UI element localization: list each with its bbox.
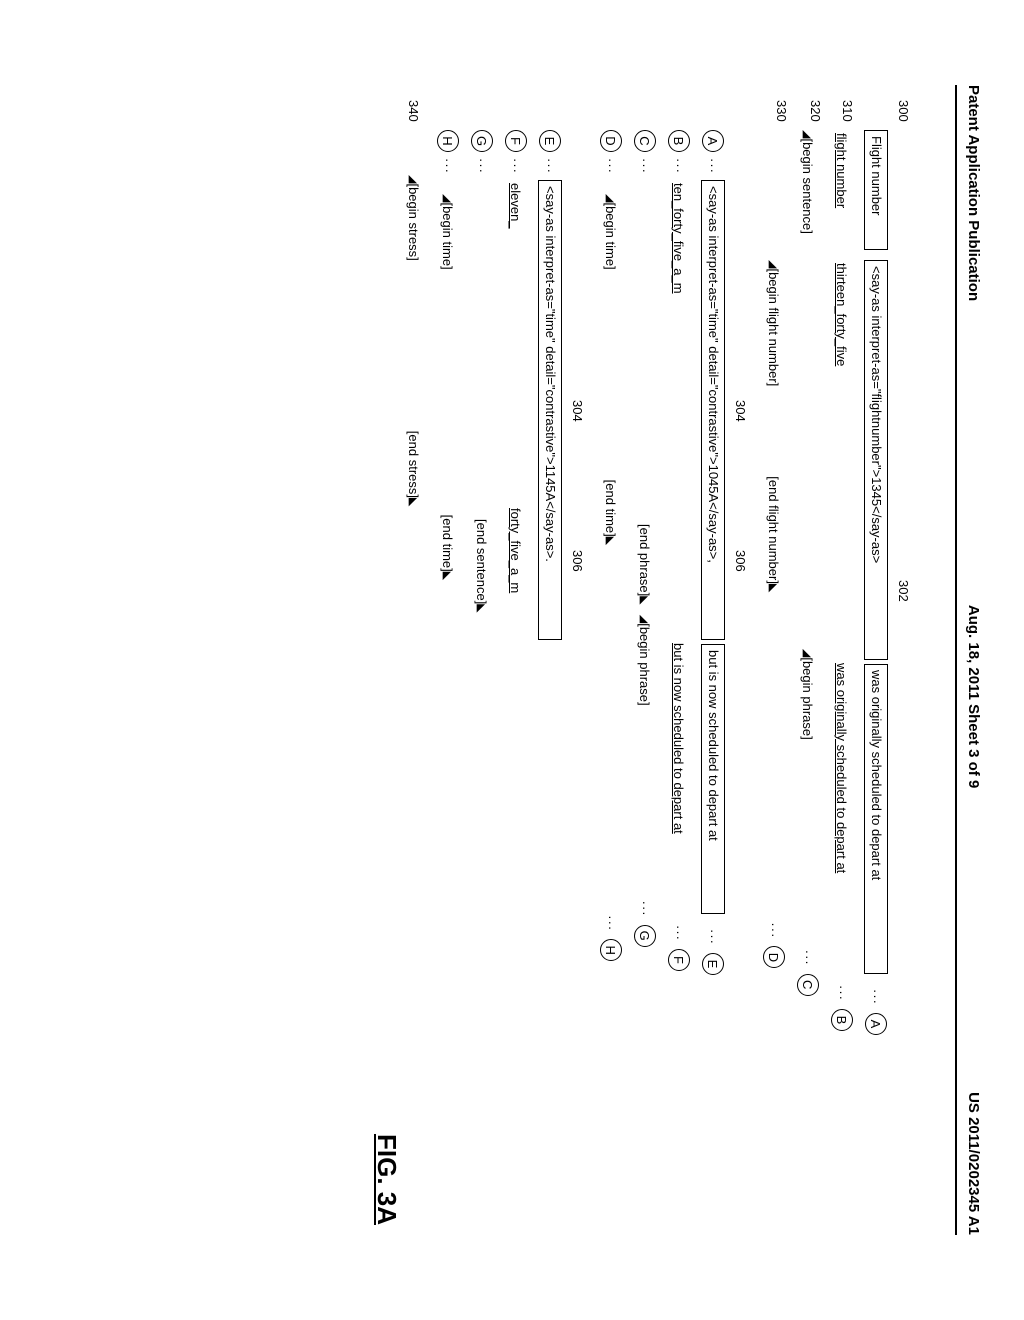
row-340: ◢ [begin stress] [end stress] ◣ xyxy=(401,130,427,1225)
circled-d-right: D xyxy=(763,946,785,968)
ul-originally-depart: was originally scheduled to depart at xyxy=(835,660,850,970)
page-header: Patent Application Publication Aug. 18, … xyxy=(965,85,982,1235)
end-phrase: [end phrase] xyxy=(638,524,653,596)
arrow-icon: ◢ xyxy=(408,175,421,183)
end-sentence: [end sentence] xyxy=(475,519,490,604)
circled-f-left: F xyxy=(505,130,527,152)
ul-forty-five-am: forty_five_a_m xyxy=(509,505,524,645)
row-300: Flight number <say-as interpret-as="flig… xyxy=(863,130,889,1225)
row-310: flight number thirteen_forty_five was or… xyxy=(829,130,855,1225)
end-stress: [end stress] xyxy=(407,431,422,498)
block-3: 304 306 E ··· <say-as interpret-as="time… xyxy=(401,130,563,1225)
circled-c-left: C xyxy=(634,130,656,152)
end-time2: [end time] xyxy=(441,515,456,572)
ul-thirteen-forty-five: thirteen_forty_five xyxy=(835,260,850,460)
cell-now-depart: but is now scheduled to depart at xyxy=(701,644,725,914)
arrow-icon: ◢ xyxy=(605,194,618,202)
row-block2-d: D ··· ◢ [begin time] [end time] ◣ ··· H xyxy=(598,130,624,1225)
row-block2-a: A ··· <say-as interpret-as="time" detail… xyxy=(700,130,726,1225)
circled-f-right: F xyxy=(668,949,690,971)
row-block2-c: C ··· [end phrase] ◣ ◢ [begin phrase] ··… xyxy=(632,130,658,1225)
row-block3-g: G ··· [end sentence] ◣ xyxy=(469,130,495,1225)
dots-c: ··· xyxy=(801,950,816,966)
ul-eleven: eleven_ xyxy=(509,180,524,270)
row-block3-e: E ··· <say-as interpret-as="time" detail… xyxy=(537,130,563,1225)
dots-left: ··· xyxy=(706,158,721,174)
row-block3-h: H ··· ◢ [begin time] [end time] ◣ xyxy=(435,130,461,1225)
figure-label: FIG. 3A xyxy=(371,1134,402,1225)
ref-320: 320 xyxy=(808,100,823,122)
circled-g-left: G xyxy=(471,130,493,152)
cell-sayas-time1045: <say-as interpret-as="time" detail="cont… xyxy=(701,180,725,640)
ref-306-a: 306 xyxy=(733,550,748,572)
cell-originally-depart: was originally scheduled to depart at xyxy=(864,664,888,974)
circled-g-right: G xyxy=(634,925,656,947)
ref-306-b: 306 xyxy=(570,550,585,572)
begin-phrase: [begin phrase] xyxy=(801,657,816,739)
figure-content: 300 302 Flight number <say-as interpret-… xyxy=(366,130,889,1225)
arrow-icon: ◣ xyxy=(442,572,455,580)
end-time: [end time] xyxy=(604,480,619,537)
block-1: Flight number <say-as interpret-as="flig… xyxy=(761,130,889,1225)
header-right: US 2011/0202345 A1 xyxy=(965,1092,982,1235)
ul-ten-forty-five: ten_forty_five_a_m xyxy=(672,180,687,360)
arrow-icon: ◣ xyxy=(605,537,618,545)
dots-b: ··· xyxy=(835,985,850,1001)
header-rule xyxy=(955,85,957,1235)
begin-sentence: [begin sentence] xyxy=(801,138,816,233)
ref-304-a: 304 xyxy=(733,400,748,422)
dots-d: ··· xyxy=(767,922,782,938)
cell-sayas-time1145: <say-as interpret-as="time" detail="cont… xyxy=(538,180,562,640)
circled-h-left: H xyxy=(437,130,459,152)
row-block3-f: F ··· eleven_ forty_five_a_m xyxy=(503,130,529,1225)
row-330: ◢ [begin flight number] [end flight numb… xyxy=(761,130,787,1225)
circled-b-left: B xyxy=(668,130,690,152)
dots-a: ··· xyxy=(869,989,884,1005)
arrow-icon: ◣ xyxy=(476,604,489,612)
block-2: 304 306 A ··· <say-as interpret-as="time… xyxy=(598,130,726,1225)
ref-302: 302 xyxy=(896,580,911,602)
circled-d-left: D xyxy=(600,130,622,152)
cell-sayas-flightnum: <say-as interpret-as="flightnumber">1345… xyxy=(864,260,888,660)
ref-330: 330 xyxy=(774,100,789,122)
begin-time: [begin time] xyxy=(604,202,619,269)
begin-stress: [begin stress] xyxy=(407,183,422,260)
header-left: Patent Application Publication xyxy=(965,85,982,301)
arrow-icon: ◣ xyxy=(768,584,781,592)
ref-310: 310 xyxy=(840,100,855,122)
arrow-icon: ◢ xyxy=(802,649,815,657)
circled-a-left: A xyxy=(702,130,724,152)
begin-phrase2: [begin phrase] xyxy=(638,623,653,705)
end-flight-number: [end flight number] xyxy=(767,476,782,584)
begin-time2: [begin time] xyxy=(441,202,456,269)
ref-300: 300 xyxy=(896,100,911,122)
circled-a-right: A xyxy=(865,1013,887,1035)
ul-flight-number: flight number xyxy=(835,130,850,250)
circled-e-right: E xyxy=(702,953,724,975)
arrow-icon: ◢ xyxy=(768,260,781,268)
arrow-icon: ◢ xyxy=(802,130,815,138)
ul-now-depart: but is now scheduled to depart at xyxy=(672,640,687,910)
row-block2-b: B ··· ten_forty_five_a_m but is now sche… xyxy=(666,130,692,1225)
begin-flight-number: [begin flight number] xyxy=(767,268,782,386)
arrow-icon: ◣ xyxy=(408,498,421,506)
arrow-icon: ◣ xyxy=(639,596,652,604)
circled-c-right: C xyxy=(797,974,819,996)
arrow-icon: ◢ xyxy=(442,194,455,202)
cell-flight-number-label: Flight number xyxy=(864,130,888,250)
header-center: Aug. 18, 2011 Sheet 3 of 9 xyxy=(965,605,982,788)
row-320: ◢ [begin sentence] ◢ [begin phrase] ··· … xyxy=(795,130,821,1225)
circled-h-right: H xyxy=(600,939,622,961)
circled-e-left: E xyxy=(539,130,561,152)
ref-304-b: 304 xyxy=(570,400,585,422)
ref-340: 340 xyxy=(406,100,421,122)
circled-b-right: B xyxy=(831,1009,853,1031)
arrow-icon: ◢ xyxy=(639,615,652,623)
